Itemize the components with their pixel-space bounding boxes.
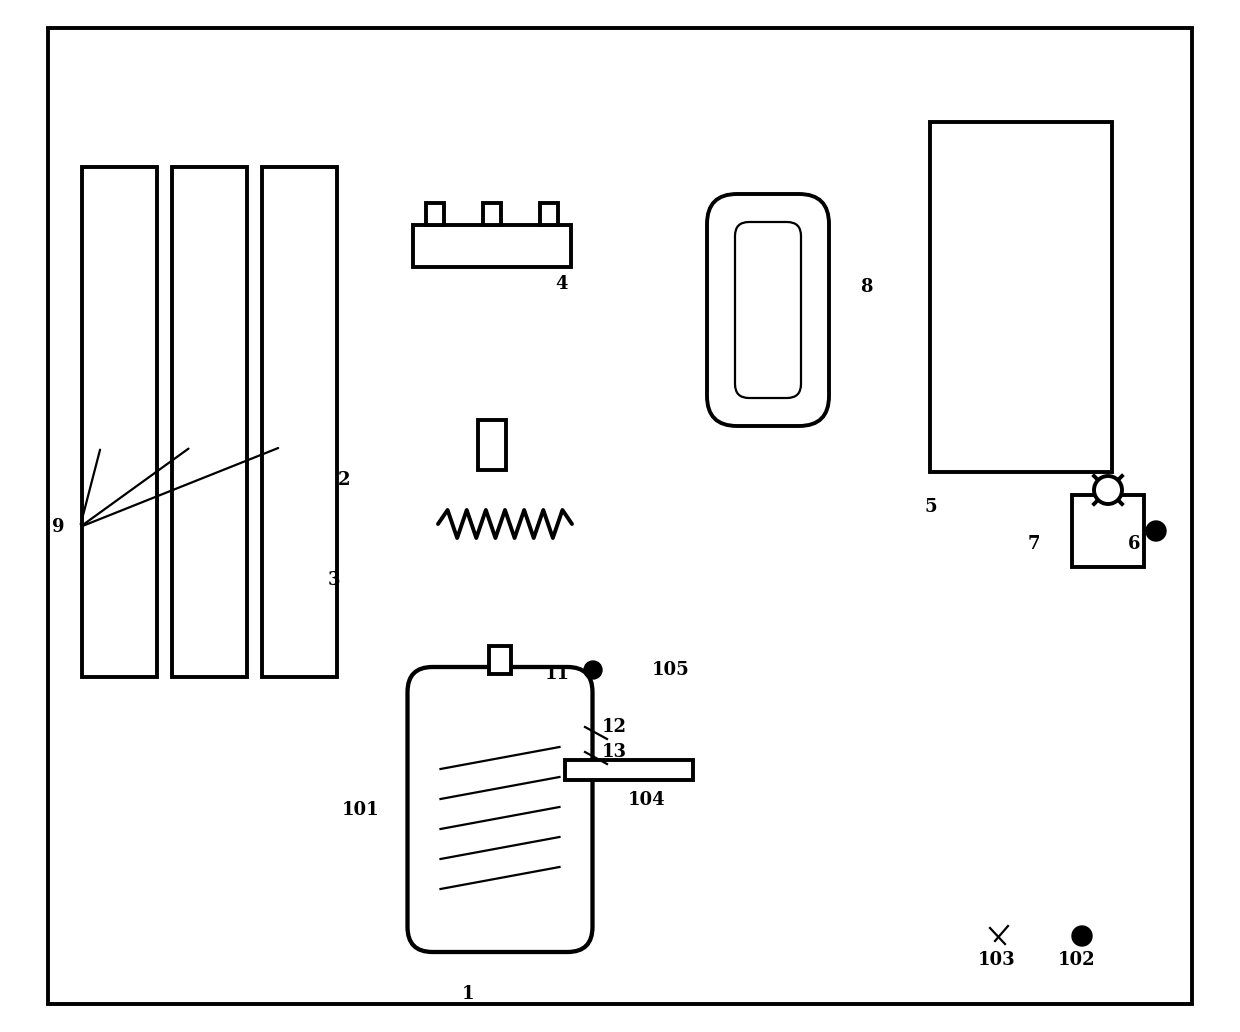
Circle shape bbox=[584, 662, 601, 679]
Text: 102: 102 bbox=[1058, 952, 1096, 969]
FancyBboxPatch shape bbox=[735, 222, 801, 398]
Text: 13: 13 bbox=[601, 743, 627, 761]
Bar bbox=[489, 646, 511, 674]
Text: 12: 12 bbox=[601, 718, 627, 736]
Text: 105: 105 bbox=[652, 662, 689, 679]
Bar bbox=[1073, 495, 1145, 567]
Bar bbox=[484, 203, 501, 225]
Bar bbox=[477, 420, 506, 470]
Bar bbox=[427, 203, 444, 225]
Text: 7: 7 bbox=[1028, 535, 1040, 553]
Bar bbox=[565, 760, 693, 780]
Text: 1: 1 bbox=[463, 985, 475, 1003]
Text: 5: 5 bbox=[925, 498, 937, 516]
Bar bbox=[172, 167, 247, 677]
Text: 6: 6 bbox=[1128, 535, 1141, 553]
Text: 9: 9 bbox=[52, 518, 64, 536]
Circle shape bbox=[1094, 476, 1122, 504]
Text: 2: 2 bbox=[339, 471, 351, 489]
Text: 104: 104 bbox=[627, 791, 666, 809]
Bar bbox=[262, 167, 337, 677]
Bar bbox=[82, 167, 157, 677]
Circle shape bbox=[1073, 926, 1092, 946]
Bar bbox=[930, 122, 1112, 472]
Text: 11: 11 bbox=[546, 665, 570, 683]
Text: 3: 3 bbox=[329, 571, 341, 589]
Text: 4: 4 bbox=[556, 275, 568, 293]
Text: 103: 103 bbox=[978, 952, 1016, 969]
Bar bbox=[413, 225, 570, 267]
FancyBboxPatch shape bbox=[707, 194, 830, 426]
Bar bbox=[539, 203, 558, 225]
FancyBboxPatch shape bbox=[408, 667, 593, 952]
Text: 8: 8 bbox=[861, 278, 873, 296]
Circle shape bbox=[1146, 521, 1166, 541]
Text: 101: 101 bbox=[342, 801, 379, 819]
